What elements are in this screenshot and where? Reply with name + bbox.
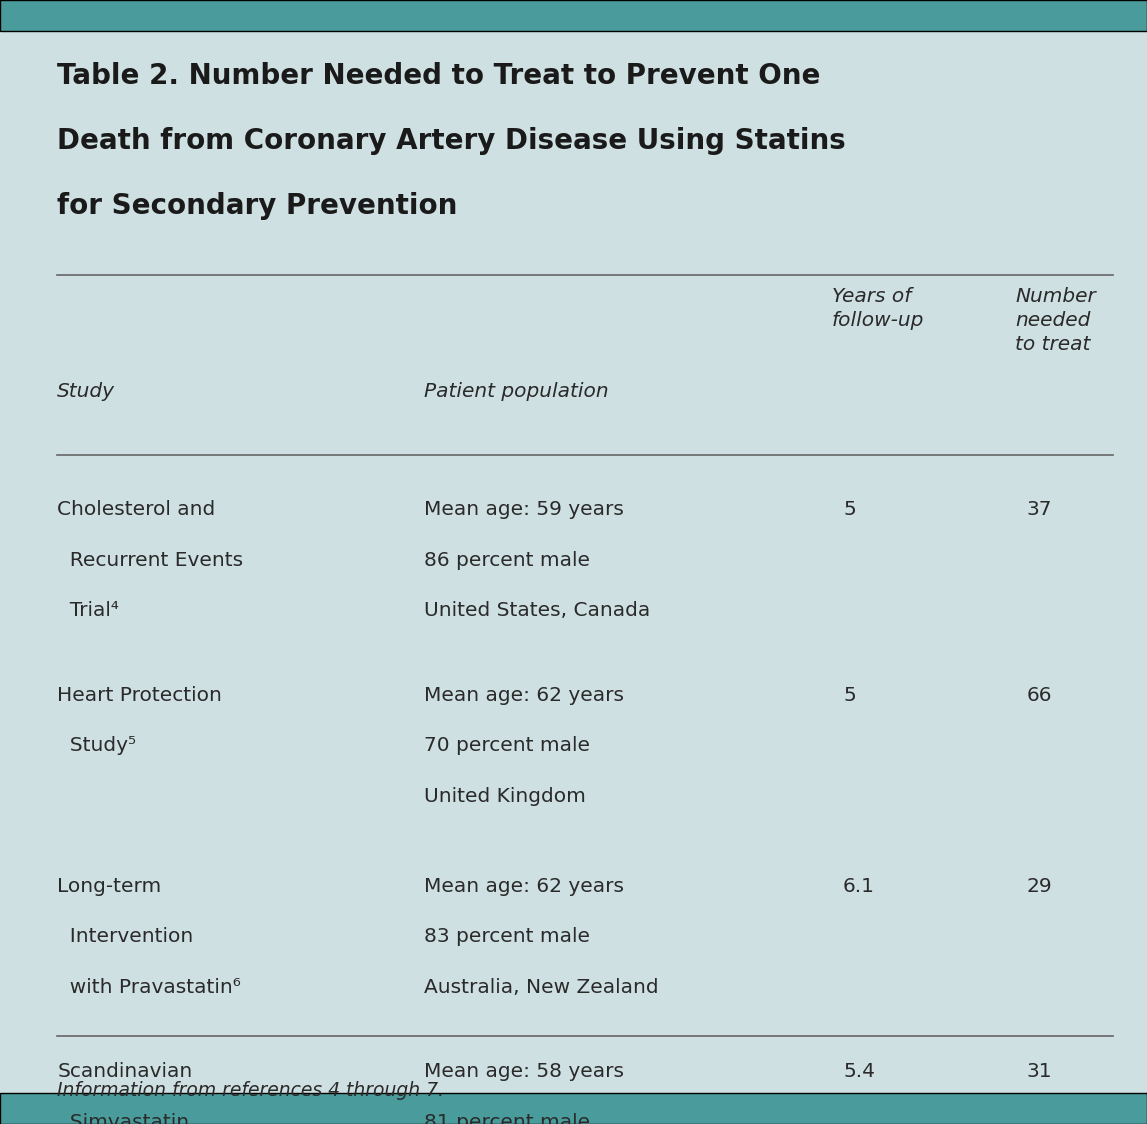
Text: 70 percent male: 70 percent male bbox=[424, 736, 591, 755]
Text: Number
needed
to treat: Number needed to treat bbox=[1015, 287, 1095, 354]
Text: Study⁵: Study⁵ bbox=[57, 736, 136, 755]
Text: 86 percent male: 86 percent male bbox=[424, 551, 591, 570]
Text: Mean age: 58 years: Mean age: 58 years bbox=[424, 1062, 624, 1081]
Text: Mean age: 62 years: Mean age: 62 years bbox=[424, 877, 624, 896]
Text: Mean age: 62 years: Mean age: 62 years bbox=[424, 686, 624, 705]
Text: Death from Coronary Artery Disease Using Statins: Death from Coronary Artery Disease Using… bbox=[57, 127, 846, 155]
Text: Heart Protection: Heart Protection bbox=[57, 686, 223, 705]
Text: 6.1: 6.1 bbox=[843, 877, 875, 896]
Text: 31: 31 bbox=[1027, 1062, 1052, 1081]
Text: 81 percent male: 81 percent male bbox=[424, 1113, 591, 1124]
Text: United Kingdom: United Kingdom bbox=[424, 787, 586, 806]
Text: Recurrent Events: Recurrent Events bbox=[57, 551, 243, 570]
Text: United States, Canada: United States, Canada bbox=[424, 601, 650, 620]
FancyBboxPatch shape bbox=[0, 0, 1147, 31]
Text: Table 2. Number Needed to Treat to Prevent One: Table 2. Number Needed to Treat to Preve… bbox=[57, 62, 821, 90]
Text: Cholesterol and: Cholesterol and bbox=[57, 500, 216, 519]
Text: Simvastatin: Simvastatin bbox=[57, 1113, 189, 1124]
Text: 66: 66 bbox=[1027, 686, 1052, 705]
Text: Scandinavian: Scandinavian bbox=[57, 1062, 193, 1081]
FancyBboxPatch shape bbox=[0, 1093, 1147, 1124]
Text: Study: Study bbox=[57, 382, 116, 401]
Text: 5: 5 bbox=[843, 500, 856, 519]
Text: for Secondary Prevention: for Secondary Prevention bbox=[57, 192, 458, 220]
Text: 29: 29 bbox=[1027, 877, 1052, 896]
Text: 5: 5 bbox=[843, 686, 856, 705]
Text: Intervention: Intervention bbox=[57, 927, 194, 946]
Text: Australia, New Zealand: Australia, New Zealand bbox=[424, 978, 660, 997]
Text: Years of
follow-up: Years of follow-up bbox=[832, 287, 924, 329]
Text: Information from references 4 through 7.: Information from references 4 through 7. bbox=[57, 1081, 444, 1100]
Text: Mean age: 59 years: Mean age: 59 years bbox=[424, 500, 624, 519]
Text: 5.4: 5.4 bbox=[843, 1062, 875, 1081]
Text: Long-term: Long-term bbox=[57, 877, 162, 896]
Text: with Pravastatin⁶: with Pravastatin⁶ bbox=[57, 978, 241, 997]
Text: Trial⁴: Trial⁴ bbox=[57, 601, 119, 620]
Text: Patient population: Patient population bbox=[424, 382, 609, 401]
Text: 37: 37 bbox=[1027, 500, 1052, 519]
Text: 83 percent male: 83 percent male bbox=[424, 927, 591, 946]
